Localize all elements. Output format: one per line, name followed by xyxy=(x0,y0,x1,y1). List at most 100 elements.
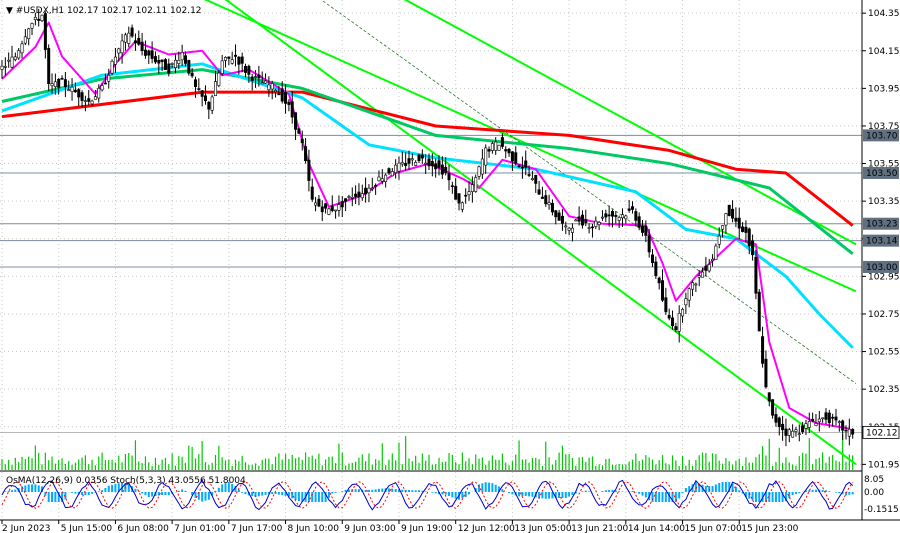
candle-body xyxy=(801,425,805,433)
candle-body xyxy=(781,423,785,431)
candle-body xyxy=(23,36,27,44)
candle-body xyxy=(250,76,254,82)
candle-body xyxy=(674,326,678,331)
candle-body xyxy=(130,27,134,37)
candle-body xyxy=(540,196,544,199)
candle-body xyxy=(267,84,271,91)
candle-body xyxy=(664,297,668,313)
candle-body xyxy=(87,98,91,102)
candle-body xyxy=(220,60,224,74)
time-tick-label: 13 Jun 05:00 xyxy=(514,524,571,533)
candle-body xyxy=(614,215,618,217)
candle-body xyxy=(547,202,551,205)
price-tick-label: 103.95 xyxy=(868,84,900,94)
level-labels: 103.70 103.50 103.23 103.14 103.00 102.12 xyxy=(862,129,900,439)
candle-body xyxy=(847,428,851,437)
grid xyxy=(0,0,862,520)
candle-body xyxy=(534,174,538,184)
level-label: 103.23 xyxy=(866,220,898,230)
dropdown-triangle-icon[interactable]: ▼ xyxy=(6,6,13,16)
candle-body xyxy=(587,227,591,229)
candle-body xyxy=(851,428,855,435)
candle-body xyxy=(817,418,821,423)
candle-body xyxy=(414,161,418,166)
candle-body xyxy=(617,217,621,221)
time-tick-label: 12 Jun 12:00 xyxy=(458,524,515,533)
candle-body xyxy=(704,265,708,271)
candle-body xyxy=(30,23,34,29)
candle-body xyxy=(344,198,348,202)
candle-body xyxy=(3,66,7,68)
time-tick-label: 9 Jun 19:00 xyxy=(401,524,453,533)
candle-body xyxy=(567,227,571,231)
moving-average-line xyxy=(1,68,854,255)
candle-body xyxy=(754,256,758,294)
candle-body xyxy=(230,59,234,64)
candle-body xyxy=(774,414,778,423)
candle-body xyxy=(590,226,594,229)
candle-body xyxy=(83,100,87,102)
candle-body xyxy=(13,56,17,60)
symbol-label: #USDX,H1 xyxy=(16,6,64,16)
candle-body xyxy=(424,162,428,165)
candle-body xyxy=(827,412,831,424)
candle-body xyxy=(340,201,344,208)
candle-body xyxy=(147,50,151,56)
candle-body xyxy=(137,37,141,45)
candle-body xyxy=(807,421,811,428)
candle-body xyxy=(163,59,167,70)
time-tick-label: 5 Jun 15:00 xyxy=(61,524,113,533)
candle-body xyxy=(417,154,421,162)
candle-body xyxy=(7,59,11,62)
candle-body xyxy=(570,227,574,233)
candle-body xyxy=(110,60,114,74)
candle-body xyxy=(390,171,394,177)
candle-body xyxy=(794,429,798,432)
candle-body xyxy=(507,148,511,154)
candle-body xyxy=(97,88,101,99)
candle-body xyxy=(657,277,661,284)
subwindow-scale-label: -0.1515 xyxy=(864,505,899,515)
candle-body xyxy=(300,138,304,144)
candle-body xyxy=(53,81,57,88)
candle-body xyxy=(117,48,121,54)
candle-body xyxy=(554,210,558,218)
stochastic-main-line xyxy=(1,479,854,511)
candle-body xyxy=(400,162,404,165)
candle-body xyxy=(374,185,378,187)
candle-body xyxy=(210,96,214,111)
candle-body xyxy=(173,59,177,69)
candle-body xyxy=(494,141,498,151)
candle-body xyxy=(761,336,765,364)
candle-body xyxy=(661,280,665,301)
level-label: 103.00 xyxy=(866,263,898,273)
candles xyxy=(0,8,855,447)
chart-symbol-title: ▼ #USDX,H1 102.17 102.17 102.11 102.12 xyxy=(6,6,202,16)
candle-body xyxy=(597,221,601,225)
candle-body xyxy=(150,50,154,59)
time-tick-label: 9 Jun 03:00 xyxy=(344,524,396,533)
price-tick-label: 102.55 xyxy=(868,348,900,358)
candle-body xyxy=(143,49,147,56)
candle-body xyxy=(327,208,331,215)
candle-body xyxy=(93,96,97,100)
candle-body xyxy=(240,56,244,64)
candle-body xyxy=(744,226,748,233)
candle-body xyxy=(127,32,131,44)
candle-body xyxy=(767,392,771,402)
price-tick-label: 103.75 xyxy=(868,122,900,132)
candle-body xyxy=(247,65,251,75)
candle-body xyxy=(257,74,261,79)
candle-body xyxy=(180,52,184,61)
level-label-box xyxy=(863,129,899,142)
candle-body xyxy=(70,86,74,93)
candle-body xyxy=(103,82,107,85)
candle-body xyxy=(47,48,51,84)
candle-body xyxy=(317,198,321,207)
candle-body xyxy=(834,416,838,421)
volume-bars xyxy=(1,434,854,470)
candle-body xyxy=(574,219,578,222)
candle-body xyxy=(630,206,634,210)
candle-body xyxy=(467,191,471,196)
